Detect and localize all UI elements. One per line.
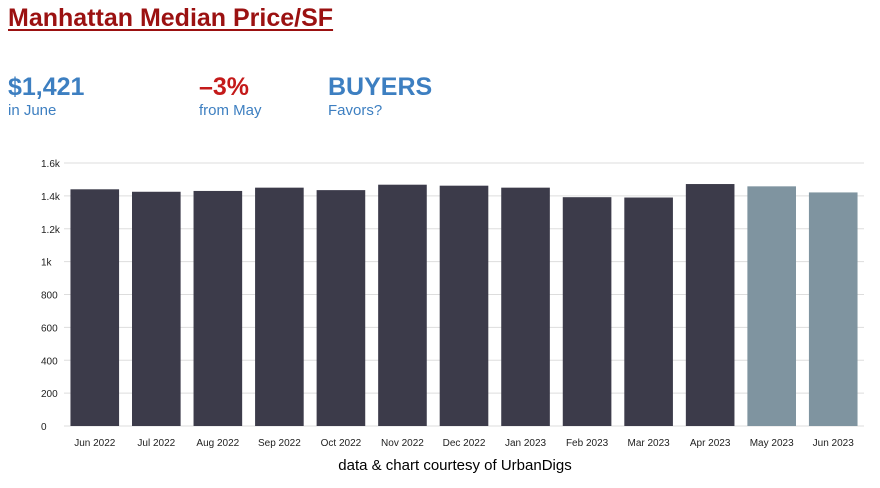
bar-feb-2023 <box>562 197 612 426</box>
bar-jun-2022 <box>70 189 120 426</box>
stat-market-value: BUYERS <box>328 73 433 101</box>
stat-change: –3% from May <box>199 72 262 120</box>
x-tick-label: Jan 2023 <box>505 438 547 449</box>
y-tick-label: 400 <box>41 356 58 367</box>
bar-may-2023 <box>747 186 796 426</box>
bar-oct-2022 <box>316 190 366 426</box>
chart-title: Manhattan Median Price/SF <box>8 4 334 32</box>
x-tick-label: Oct 2022 <box>321 438 362 449</box>
y-tick-label: 1k <box>41 258 53 269</box>
stat-market: BUYERS Favors? <box>328 72 432 120</box>
bar-dec-2022 <box>439 185 489 426</box>
x-tick-label: Jun 2023 <box>813 438 855 449</box>
bar-nov-2022 <box>378 184 427 426</box>
y-tick-label: 800 <box>41 291 58 302</box>
y-tick-label: 200 <box>41 389 58 400</box>
chart-credit: data & chart courtesy of UrbanDigs <box>338 457 572 474</box>
x-tick-label: Nov 2022 <box>381 438 424 449</box>
bar-apr-2023 <box>685 184 735 426</box>
x-tick-label: Aug 2022 <box>196 438 239 449</box>
bar-sep-2022 <box>255 187 304 426</box>
x-tick-label: Mar 2023 <box>627 438 670 449</box>
stat-price: $1,421 in June <box>8 72 84 120</box>
stat-change-value: –3% <box>199 73 250 101</box>
y-tick-label: 1.2k <box>41 225 61 236</box>
x-tick-label: Jun 2022 <box>74 438 116 449</box>
y-tick-label: 1.6k <box>41 159 61 170</box>
bar-jan-2023 <box>501 187 550 426</box>
bar-jul-2022 <box>132 191 181 426</box>
bar-mar-2023 <box>624 197 673 426</box>
stat-price-value: $1,421 <box>8 73 85 101</box>
y-tick-label: 600 <box>41 323 58 334</box>
x-tick-label: Sep 2022 <box>258 438 301 449</box>
stat-price-label: in June <box>8 102 57 119</box>
x-tick-label: Feb 2023 <box>566 438 609 449</box>
x-tick-label: May 2023 <box>750 438 794 449</box>
stat-change-label: from May <box>199 102 262 119</box>
x-tick-label: Jul 2022 <box>137 438 175 449</box>
y-tick-label: 1.4k <box>41 192 61 203</box>
bar-jun-2023 <box>808 192 858 426</box>
x-tick-label: Apr 2023 <box>690 438 731 449</box>
x-tick-label: Dec 2022 <box>443 438 486 449</box>
bar-aug-2022 <box>193 190 243 426</box>
y-tick-label: 0 <box>41 422 47 433</box>
stat-market-label: Favors? <box>328 102 383 119</box>
bar-chart: 0 200 400 600 800 1k 1.2k 1.4k 1.6k Jun 2022 Jul 2… <box>41 159 864 449</box>
